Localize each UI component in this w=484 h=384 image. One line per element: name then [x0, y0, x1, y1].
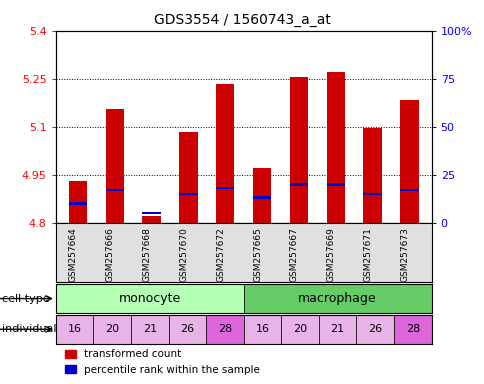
Bar	[289, 77, 307, 223]
Text: 21: 21	[330, 324, 344, 334]
Bar	[281, 315, 318, 344]
Bar	[69, 181, 87, 223]
Text: 28: 28	[405, 324, 419, 334]
Text: individual: individual	[2, 324, 57, 334]
Bar	[93, 315, 131, 344]
Bar	[363, 193, 381, 195]
Text: 21: 21	[142, 324, 156, 334]
Bar	[318, 315, 356, 344]
Text: GSM257672: GSM257672	[216, 227, 225, 282]
Bar	[326, 183, 344, 185]
Text: 28: 28	[217, 324, 231, 334]
Text: cell type: cell type	[2, 293, 50, 304]
Text: GDS3554 / 1560743_a_at: GDS3554 / 1560743_a_at	[154, 13, 330, 27]
Bar	[56, 315, 93, 344]
Bar	[243, 284, 431, 313]
Bar	[206, 315, 243, 344]
Legend: transformed count, percentile rank within the sample: transformed count, percentile rank withi…	[61, 345, 263, 379]
Bar	[216, 187, 234, 189]
Bar	[252, 168, 271, 223]
Text: 20: 20	[105, 324, 119, 334]
Bar	[216, 84, 234, 223]
Bar	[142, 212, 161, 214]
Text: GSM257670: GSM257670	[179, 227, 188, 282]
Text: 16: 16	[255, 324, 269, 334]
Bar	[106, 189, 124, 191]
Bar	[142, 216, 161, 223]
Text: 26: 26	[180, 324, 194, 334]
Text: monocyte: monocyte	[119, 292, 181, 305]
Bar	[326, 72, 344, 223]
Bar	[168, 315, 206, 344]
Bar	[252, 197, 271, 199]
Bar	[289, 183, 307, 185]
Bar	[363, 128, 381, 223]
Bar	[56, 284, 243, 313]
Text: 26: 26	[367, 324, 381, 334]
Text: GSM257664: GSM257664	[69, 227, 78, 282]
Bar	[69, 202, 87, 205]
Text: GSM257673: GSM257673	[400, 227, 408, 282]
Bar	[179, 193, 197, 195]
Bar	[393, 315, 431, 344]
Bar	[179, 132, 197, 223]
Text: 16: 16	[67, 324, 81, 334]
Bar	[399, 99, 418, 223]
Text: 20: 20	[292, 324, 306, 334]
Bar	[106, 109, 124, 223]
Text: GSM257666: GSM257666	[106, 227, 115, 282]
Text: GSM257671: GSM257671	[363, 227, 372, 282]
Text: GSM257667: GSM257667	[289, 227, 298, 282]
Bar	[399, 189, 418, 191]
Bar	[243, 315, 281, 344]
Text: GSM257669: GSM257669	[326, 227, 335, 282]
Text: GSM257668: GSM257668	[142, 227, 151, 282]
Text: macrophage: macrophage	[298, 292, 376, 305]
Text: GSM257665: GSM257665	[253, 227, 261, 282]
Bar	[131, 315, 168, 344]
Bar	[356, 315, 393, 344]
